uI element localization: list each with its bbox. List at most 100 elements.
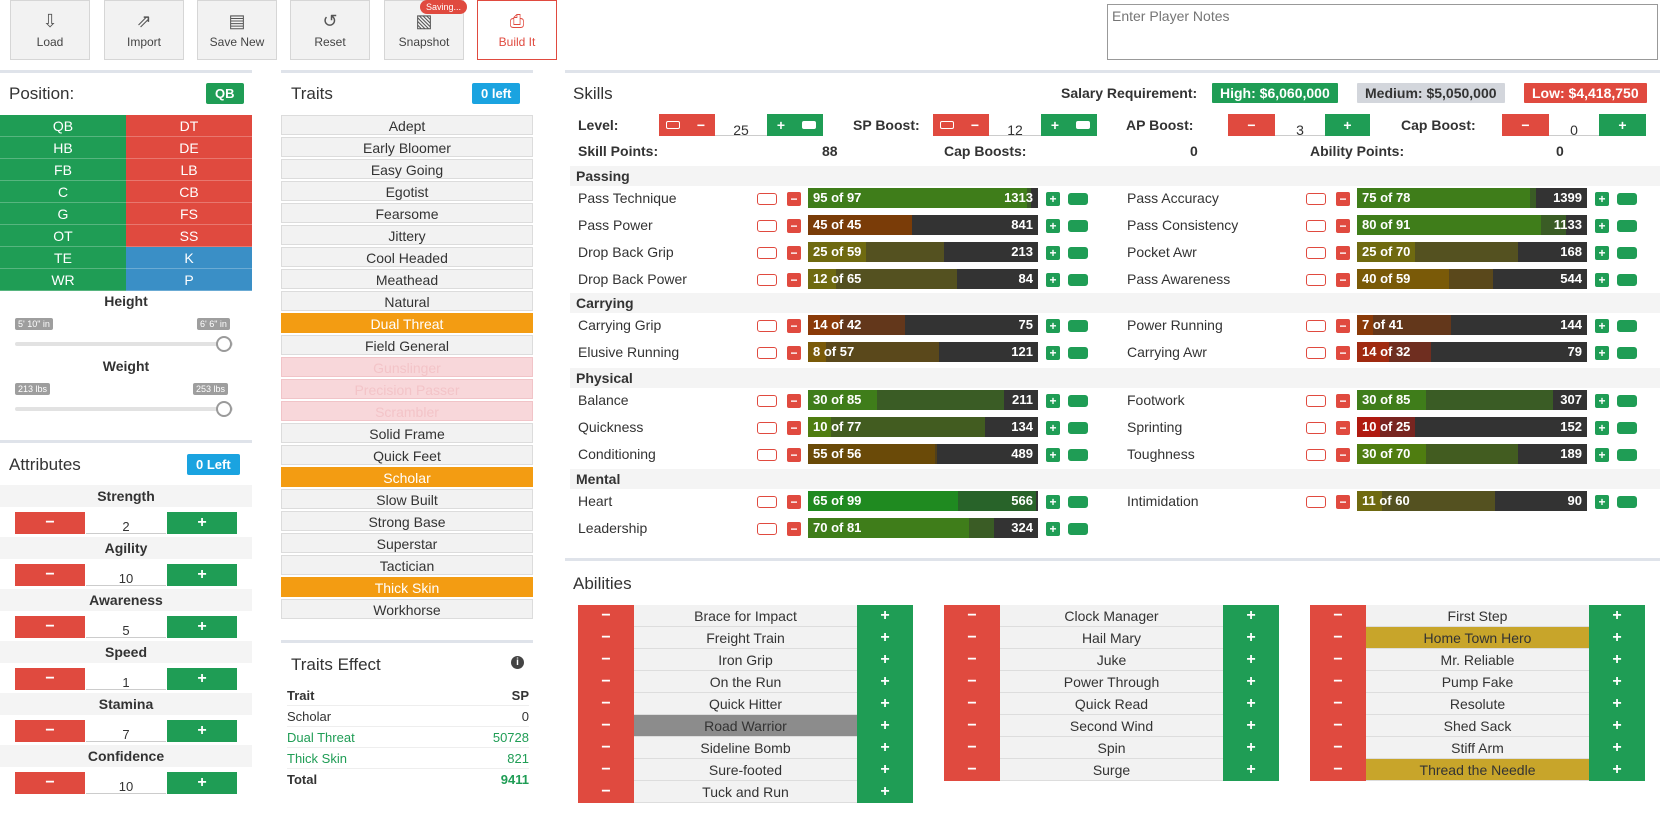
leadership-increment-button[interactable]: +	[1046, 522, 1060, 536]
hail-mary-add-button[interactable]: +	[1223, 627, 1279, 649]
pass-power-decrement-button[interactable]: −	[787, 219, 801, 233]
position-de-button[interactable]: DE	[126, 137, 252, 159]
position-lb-button[interactable]: LB	[126, 159, 252, 181]
carrying-awr-max-button[interactable]	[1617, 347, 1637, 359]
pass-technique-increment-button[interactable]: +	[1046, 192, 1060, 206]
toughness-min-button[interactable]	[1306, 449, 1326, 461]
sideline-bomb-label[interactable]: Sideline Bomb	[634, 737, 857, 759]
level-value[interactable]: 25	[715, 114, 767, 138]
trait-thick-skin[interactable]: Thick Skin	[281, 577, 533, 597]
trait-superstar[interactable]: Superstar	[281, 533, 533, 553]
trait-egotist[interactable]: Egotist	[281, 181, 533, 201]
intimidation-increment-button[interactable]: +	[1595, 495, 1609, 509]
position-ss-button[interactable]: SS	[126, 225, 252, 247]
cap-boost-increment-button[interactable]: +	[1599, 114, 1646, 136]
balance-min-button[interactable]	[757, 395, 777, 407]
weight-slider[interactable]	[15, 407, 233, 411]
brace-for-impact-add-button[interactable]: +	[857, 605, 913, 627]
brace-for-impact-label[interactable]: Brace for Impact	[634, 605, 857, 627]
quickness-min-button[interactable]	[757, 422, 777, 434]
trait-adept[interactable]: Adept	[281, 115, 533, 135]
agility-increment-button[interactable]: +	[167, 564, 237, 586]
ap-boost-value[interactable]: 3	[1275, 114, 1325, 138]
second-wind-add-button[interactable]: +	[1223, 715, 1279, 737]
juke-remove-button[interactable]: −	[944, 649, 1000, 671]
shed-sack-remove-button[interactable]: −	[1310, 715, 1366, 737]
ap-boost-decrement-button[interactable]: −	[1228, 114, 1275, 136]
drop-back-power-increment-button[interactable]: +	[1046, 273, 1060, 287]
power-through-label[interactable]: Power Through	[1000, 671, 1223, 693]
carrying-grip-increment-button[interactable]: +	[1046, 319, 1060, 333]
conditioning-min-button[interactable]	[757, 449, 777, 461]
trait-easy-going[interactable]: Easy Going	[281, 159, 533, 179]
pocket-awr-max-button[interactable]	[1617, 247, 1637, 259]
reset-button[interactable]: ↺ Reset	[290, 0, 370, 60]
on-the-run-remove-button[interactable]: −	[578, 671, 634, 693]
agility-value[interactable]: 10	[86, 564, 166, 586]
agility-decrement-button[interactable]: −	[15, 564, 85, 586]
pass-accuracy-decrement-button[interactable]: −	[1336, 192, 1350, 206]
load-button[interactable]: ⇩ Load	[10, 0, 90, 60]
hail-mary-remove-button[interactable]: −	[944, 627, 1000, 649]
balance-increment-button[interactable]: +	[1046, 394, 1060, 408]
speed-increment-button[interactable]: +	[167, 668, 237, 690]
quickness-decrement-button[interactable]: −	[787, 421, 801, 435]
home-town-hero-label[interactable]: Home Town Hero	[1366, 627, 1589, 649]
first-step-add-button[interactable]: +	[1589, 605, 1645, 627]
speed-decrement-button[interactable]: −	[15, 668, 85, 690]
drop-back-power-decrement-button[interactable]: −	[787, 273, 801, 287]
confidence-decrement-button[interactable]: −	[15, 772, 85, 794]
on-the-run-label[interactable]: On the Run	[634, 671, 857, 693]
power-running-decrement-button[interactable]: −	[1336, 319, 1350, 333]
position-qb-button[interactable]: QB	[0, 115, 126, 137]
footwork-min-button[interactable]	[1306, 395, 1326, 407]
level-min-button[interactable]	[659, 114, 687, 136]
sure-footed-add-button[interactable]: +	[857, 759, 913, 781]
resolute-add-button[interactable]: +	[1589, 693, 1645, 715]
carrying-grip-decrement-button[interactable]: −	[787, 319, 801, 333]
surge-remove-button[interactable]: −	[944, 759, 1000, 781]
heart-increment-button[interactable]: +	[1046, 495, 1060, 509]
stiff-arm-label[interactable]: Stiff Arm	[1366, 737, 1589, 759]
position-p-button[interactable]: P	[126, 269, 252, 291]
home-town-hero-add-button[interactable]: +	[1589, 627, 1645, 649]
quickness-increment-button[interactable]: +	[1046, 421, 1060, 435]
cap-boost-decrement-button[interactable]: −	[1502, 114, 1549, 136]
height-slider-handle[interactable]	[216, 336, 232, 352]
elusive-running-max-button[interactable]	[1068, 347, 1088, 359]
sp-boost-min-button[interactable]	[933, 114, 961, 136]
pocket-awr-decrement-button[interactable]: −	[1336, 246, 1350, 260]
intimidation-max-button[interactable]	[1617, 496, 1637, 508]
elusive-running-min-button[interactable]	[757, 347, 777, 359]
stamina-decrement-button[interactable]: −	[15, 720, 85, 742]
tuck-and-run-remove-button[interactable]: −	[578, 781, 634, 803]
sure-footed-label[interactable]: Sure-footed	[634, 759, 857, 781]
pass-awareness-increment-button[interactable]: +	[1595, 273, 1609, 287]
road-warrior-remove-button[interactable]: −	[578, 715, 634, 737]
pocket-awr-increment-button[interactable]: +	[1595, 246, 1609, 260]
stiff-arm-remove-button[interactable]: −	[1310, 737, 1366, 759]
info-icon[interactable]: i	[511, 656, 524, 669]
first-step-label[interactable]: First Step	[1366, 605, 1589, 627]
awareness-decrement-button[interactable]: −	[15, 616, 85, 638]
clock-manager-remove-button[interactable]: −	[944, 605, 1000, 627]
quickness-max-button[interactable]	[1068, 422, 1088, 434]
speed-value[interactable]: 1	[86, 668, 166, 690]
pass-consistency-decrement-button[interactable]: −	[1336, 219, 1350, 233]
intimidation-decrement-button[interactable]: −	[1336, 495, 1350, 509]
sideline-bomb-remove-button[interactable]: −	[578, 737, 634, 759]
position-dt-button[interactable]: DT	[126, 115, 252, 137]
shed-sack-label[interactable]: Shed Sack	[1366, 715, 1589, 737]
balance-max-button[interactable]	[1068, 395, 1088, 407]
sp-boost-max-button[interactable]	[1069, 114, 1097, 136]
trait-dual-threat[interactable]: Dual Threat	[281, 313, 533, 333]
balance-decrement-button[interactable]: −	[787, 394, 801, 408]
intimidation-min-button[interactable]	[1306, 496, 1326, 508]
trait-field-general[interactable]: Field General	[281, 335, 533, 355]
position-c-button[interactable]: C	[0, 181, 126, 203]
pass-consistency-max-button[interactable]	[1617, 220, 1637, 232]
brace-for-impact-remove-button[interactable]: −	[578, 605, 634, 627]
pump-fake-add-button[interactable]: +	[1589, 671, 1645, 693]
leadership-decrement-button[interactable]: −	[787, 522, 801, 536]
cap-boost-value[interactable]: 0	[1549, 114, 1599, 138]
